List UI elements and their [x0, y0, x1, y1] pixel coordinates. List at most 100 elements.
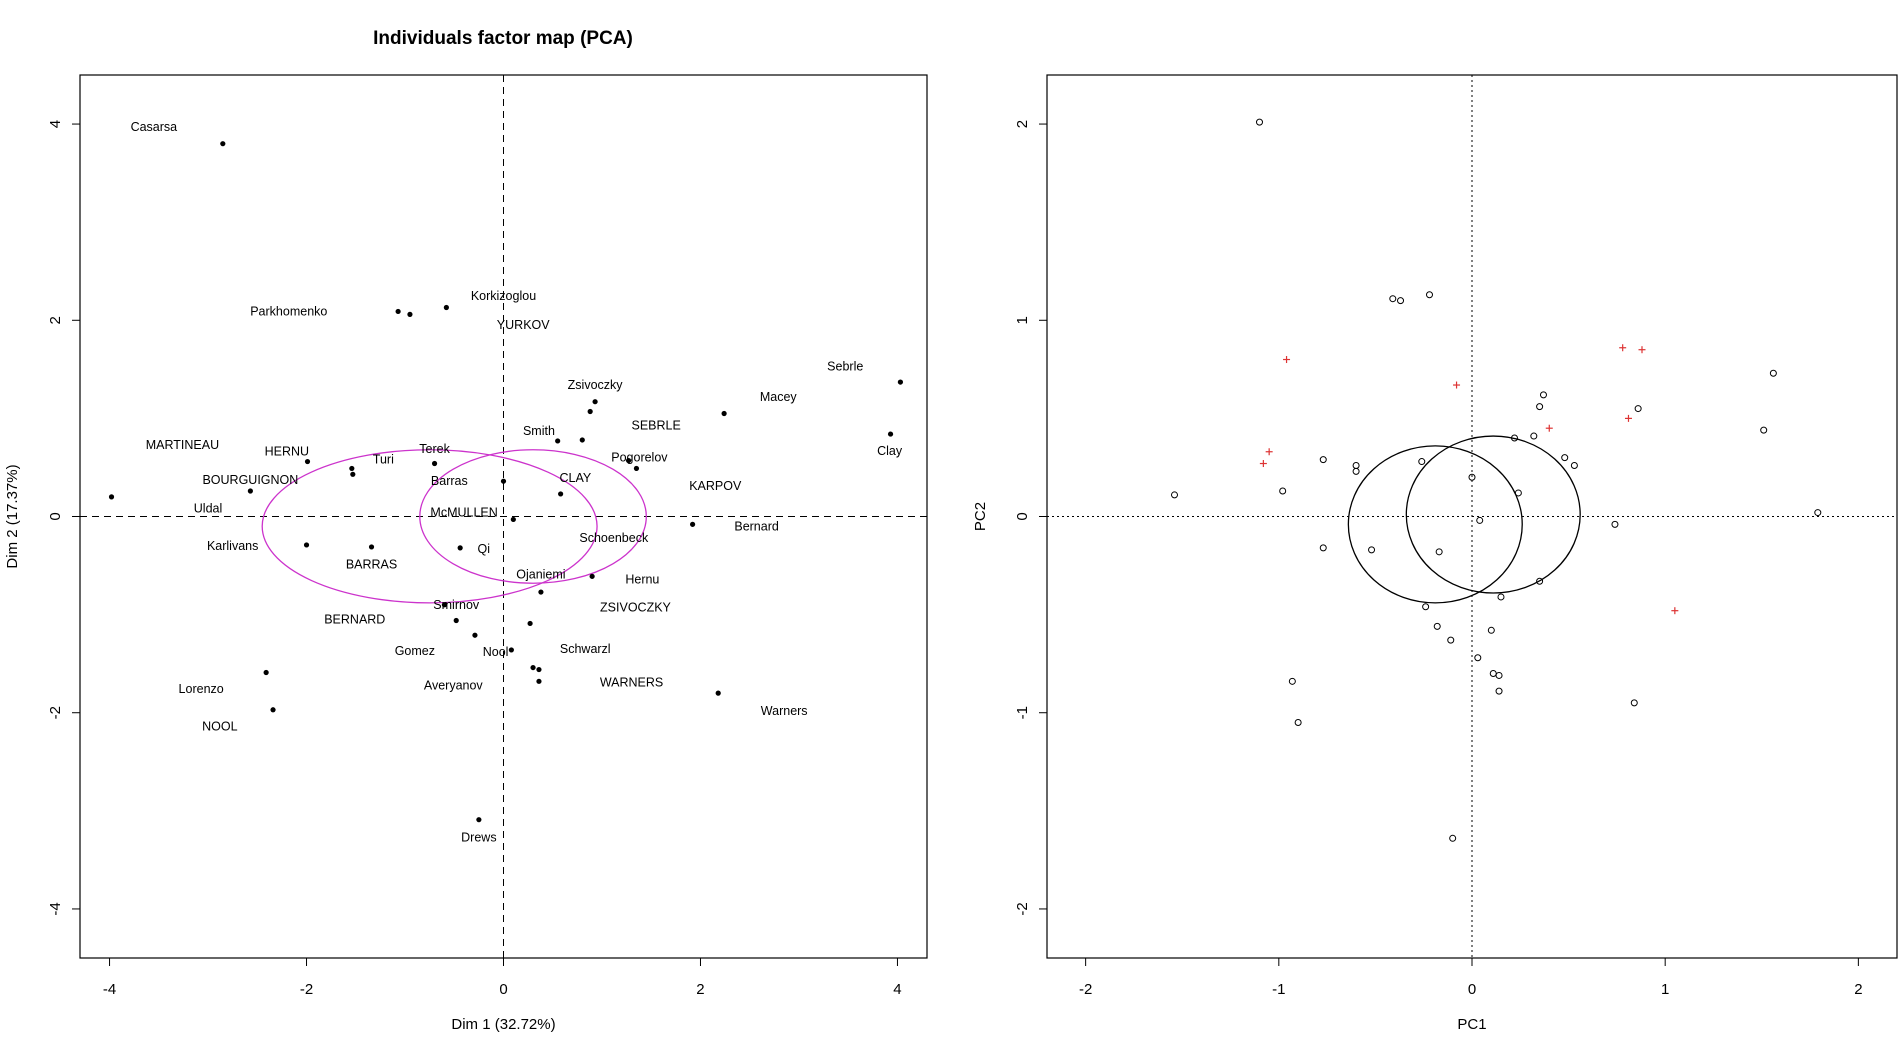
supplementary-point-plus [1265, 448, 1273, 456]
individual-point [625, 457, 632, 464]
individual-point [587, 408, 593, 415]
individual-point [349, 465, 355, 472]
supplementary-point-plus [1619, 344, 1627, 352]
supplementary-point-plus [1259, 460, 1267, 468]
individual-point [303, 542, 310, 548]
individual-point [527, 620, 533, 627]
supplementary-point-plus [1283, 356, 1291, 364]
open-circle-point [1418, 458, 1426, 466]
supplementary-point-plus [1624, 414, 1632, 422]
point-label: Schwarzl [560, 642, 611, 656]
chart-title: Individuals factor map (PCA) [373, 28, 633, 49]
open-circle-point [1468, 473, 1476, 481]
individual-point [457, 545, 463, 551]
point-label: Nool [483, 645, 509, 659]
open-circle-point [1319, 456, 1327, 464]
confidence-ellipse-2 [1405, 435, 1581, 594]
individual-point [441, 602, 448, 608]
individual-point [443, 304, 449, 311]
open-circle-point [1495, 687, 1503, 695]
point-label: Bernard [734, 519, 779, 533]
open-circle-point [1630, 699, 1638, 707]
open-circle-point [1171, 491, 1178, 499]
open-circle-point [1279, 487, 1287, 495]
y-tick-label: -2 [47, 706, 64, 719]
individual-point [368, 544, 375, 550]
individual-point [633, 465, 640, 472]
open-circle-point [1514, 489, 1522, 497]
open-circle-point [1426, 291, 1433, 299]
open-circle-point [1539, 391, 1547, 399]
open-circle-point [1570, 461, 1578, 469]
point-label: Clay [877, 444, 903, 458]
open-circle-point [1433, 622, 1441, 630]
open-circle-point [1476, 516, 1484, 524]
point-label: Smith [523, 424, 555, 438]
individual-point [558, 491, 564, 497]
open-circle-point [1536, 403, 1544, 411]
individual-point [715, 690, 721, 696]
point-label: ZSIVOCZKY [600, 601, 672, 615]
x-tick-label: -4 [103, 981, 116, 998]
x-tick-label: 1 [1661, 981, 1669, 998]
point-label: BARRAS [346, 558, 397, 572]
individual-point [476, 817, 482, 823]
x-tick-label: 2 [696, 981, 704, 998]
open-circle-point [1422, 603, 1430, 611]
point-label: HERNU [265, 445, 309, 459]
y-tick-label: 1 [1014, 316, 1031, 324]
open-circle-point [1352, 467, 1360, 475]
individual-point [220, 141, 226, 147]
individual-point [592, 399, 598, 405]
x-axis-title: Dim 1 (32.72%) [451, 1016, 555, 1033]
supplementary-point-plus [1671, 607, 1679, 615]
y-tick-label: -1 [1014, 706, 1031, 719]
individual-point [538, 589, 544, 595]
individual-point [263, 669, 269, 676]
point-label: Drews [461, 830, 496, 844]
y-tick-label: 2 [47, 316, 64, 324]
confidence-ellipse-2 [419, 449, 647, 584]
pc-scatter-chart: -2 -1 0 1 2 -2 -1 0 1 2 PC1 PC2 [972, 74, 1898, 1033]
individual-point [304, 458, 311, 465]
open-circle-point [1294, 719, 1302, 727]
point-label: CLAY [560, 471, 592, 485]
x-tick-label: -1 [1272, 981, 1285, 998]
point-label: BERNARD [324, 613, 385, 627]
open-circle-point [1435, 548, 1443, 556]
y-tick-label: 2 [1014, 120, 1031, 128]
x-tick-label: -2 [1079, 981, 1092, 998]
supplementary-point-plus [1545, 424, 1553, 432]
point-label: YURKOV [497, 318, 550, 332]
individual-point [108, 494, 115, 500]
point-label: Karlivans [207, 539, 258, 553]
individual-point [589, 573, 595, 579]
point-label: Schoenbeck [579, 531, 649, 545]
x-tick-label: 4 [893, 981, 901, 998]
y-tick-label: 0 [47, 512, 64, 520]
open-circle-point [1634, 405, 1642, 413]
point-label: NOOL [202, 719, 237, 733]
point-label: Smirnov [433, 598, 480, 612]
point-label: Zsivoczky [568, 378, 624, 392]
point-label: Casarsa [131, 120, 178, 134]
open-circle-point [1495, 671, 1503, 679]
open-circle-point [1447, 636, 1455, 644]
open-circle-point [1536, 577, 1544, 585]
point-label: BOURGUIGNON [202, 473, 298, 487]
supplementary-point-plus [1638, 346, 1646, 354]
individual-point [407, 311, 413, 317]
point-label: Averyanov [424, 678, 484, 692]
open-circle-point [1449, 834, 1457, 842]
point-label: Gomez [395, 644, 435, 658]
open-circle-point [1389, 295, 1397, 303]
individual-point [395, 308, 401, 315]
point-label: Sebrle [827, 359, 863, 373]
individual-point [510, 516, 516, 523]
point-label: Macey [760, 390, 798, 404]
confidence-ellipse-1 [1347, 445, 1523, 604]
point-label: Uldal [194, 502, 223, 516]
open-circle-point [1814, 509, 1822, 517]
individual-point [536, 666, 542, 673]
